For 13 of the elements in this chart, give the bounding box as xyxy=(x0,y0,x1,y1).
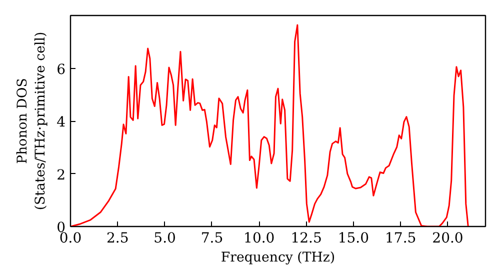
x-tick-label: 20.0 xyxy=(432,230,464,246)
x-axis-title: Frequency (THz) xyxy=(220,250,336,266)
y-tick-label: 6 xyxy=(56,62,66,78)
y-axis-title: Phonon DOS (States/THz·primitive cell) xyxy=(16,32,49,210)
x-tick-label: 7.5 xyxy=(200,230,224,246)
x-tick-label: 12.5 xyxy=(290,230,322,246)
x-tick-label: 5.0 xyxy=(154,230,176,246)
x-tick-label: 17.5 xyxy=(385,230,416,246)
x-tick-label: 10.0 xyxy=(244,230,275,246)
x-tick-label: 15.0 xyxy=(338,230,370,246)
y-tick-label: 4 xyxy=(56,114,66,130)
x-tick-label: 2.5 xyxy=(106,230,129,246)
y-tick-label: 2 xyxy=(56,167,66,184)
